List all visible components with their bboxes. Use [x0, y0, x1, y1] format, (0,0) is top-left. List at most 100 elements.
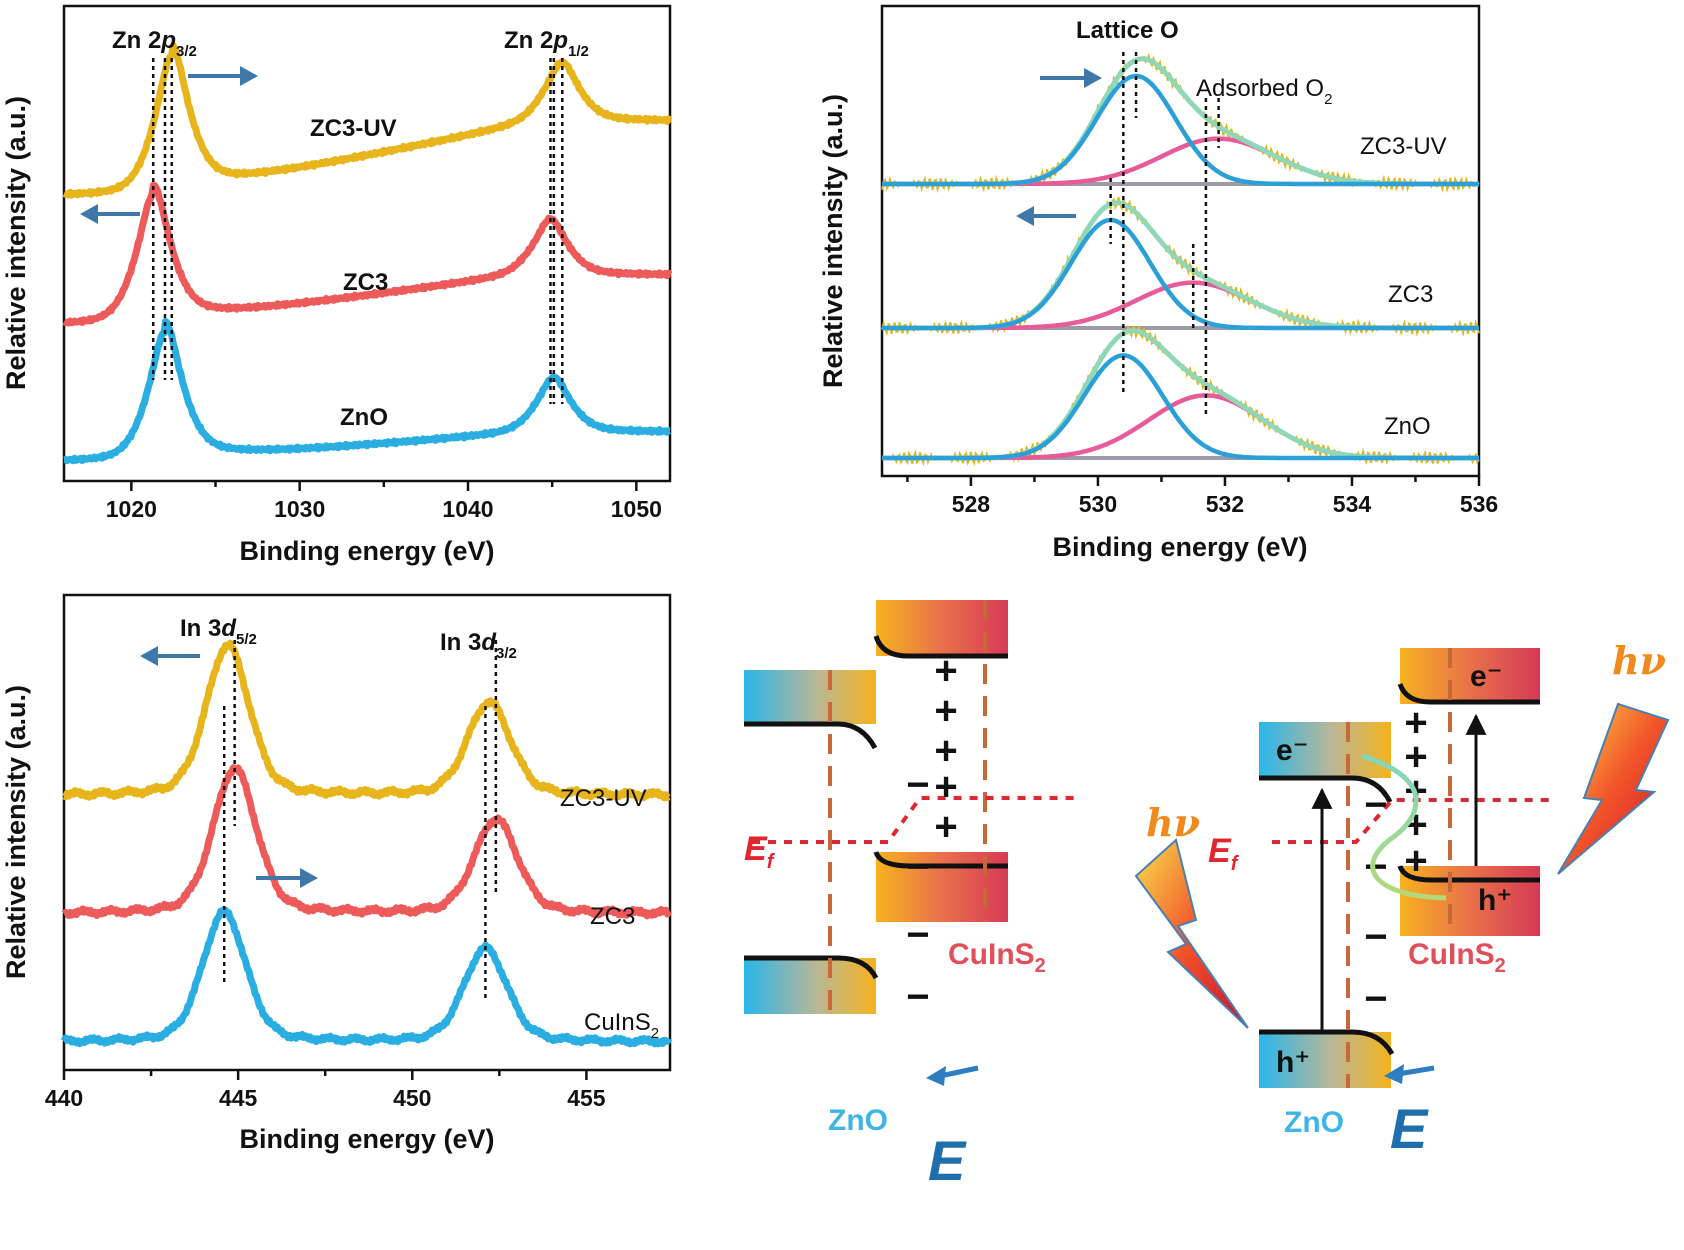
- zno-cb-block: [1259, 722, 1391, 778]
- charge-transfer-wave: [1361, 753, 1447, 901]
- in3d-ticks-group: 440 445 450 455: [45, 1070, 606, 1111]
- positive-charge: +: [934, 729, 957, 773]
- zn2p-series-group: [62, 41, 673, 465]
- negative-charge: −: [1364, 783, 1387, 827]
- x-tick-label: 440: [45, 1085, 83, 1111]
- negative-charge: −: [906, 913, 929, 957]
- zno-cb-bending: [1259, 775, 1393, 804]
- negative-charge: −: [1364, 915, 1387, 959]
- zno-label-dark: ZnO: [828, 1104, 888, 1137]
- negative-charge: −: [1364, 977, 1387, 1021]
- cis-cb-block: [876, 600, 1008, 656]
- series-line: [61, 764, 672, 920]
- series-line: [62, 41, 673, 199]
- zno-label-light: ZnO: [1284, 1106, 1344, 1139]
- o1s-x-axis-label: Binding energy (eV): [1052, 532, 1307, 562]
- x-tick-label: 536: [1460, 491, 1498, 517]
- in3d-shift-arrow-left: [140, 646, 200, 666]
- zn2p-plot-frame: [62, 4, 672, 483]
- zno-cb-bending: [744, 721, 878, 750]
- cis-label-dark: CuInS2: [948, 938, 1046, 977]
- zno-cb-block: [744, 670, 876, 724]
- electron-zno: e⁻: [1276, 734, 1309, 767]
- positive-charge: +: [1404, 701, 1427, 745]
- lattice-o-fit: [882, 73, 1479, 187]
- field-arrow-light-head: [1384, 1064, 1404, 1084]
- o1s-shift-arrow-right: [1040, 68, 1102, 88]
- hole-cis: h⁺: [1478, 884, 1512, 917]
- in3d-peak-label-d52: In 3d5/2: [180, 615, 257, 648]
- x-tick-label: 455: [567, 1085, 606, 1111]
- zn2p-peak-label-p12: Zn 2p1/2: [504, 27, 589, 60]
- field-arrow-dark: [939, 1065, 979, 1079]
- lattice-o-fit: [882, 217, 1479, 331]
- zn2p-label-zc3: ZC3: [343, 269, 388, 296]
- field-arrow-light: [1397, 1065, 1435, 1077]
- in3d-label-zc3: ZC3: [590, 903, 635, 930]
- in3d-plot-frame: [62, 593, 672, 1072]
- lightning-bolt-icon: [1134, 838, 1249, 1029]
- in3d-x-axis-label: Binding energy (eV): [239, 1124, 494, 1154]
- negative-charge: −: [906, 975, 929, 1019]
- fermi-level-line-dark: [752, 796, 1080, 844]
- cis-cb-bending: [873, 635, 1008, 659]
- o1s-peak-label-lattice: Lattice O: [1076, 17, 1179, 44]
- envelope-fit: [882, 200, 1479, 331]
- raw-data-line: [881, 324, 1480, 467]
- hole-zno: h⁺: [1276, 1046, 1310, 1079]
- series-line: [60, 906, 673, 1048]
- zno-vb-block: [744, 958, 876, 1014]
- x-tick-label: 1020: [106, 496, 157, 522]
- zn2p-shift-arrow-left: [80, 204, 140, 224]
- series-line: [62, 639, 671, 802]
- o1s-chart: 528 530 532 534 536 Lattice O Adsorbed O2 ZC…: [818, 4, 1498, 562]
- x-tick-label: 1040: [442, 496, 493, 522]
- negative-charge: −: [906, 763, 929, 807]
- fermi-label-light: Ef: [1208, 832, 1240, 875]
- o1s-ticks-group: 528 530 532 534 536: [906, 476, 1498, 517]
- in3d-label-cis: CuInS2: [584, 1009, 659, 1042]
- o1s-shift-arrow-left: [1016, 206, 1076, 226]
- zn2p-shift-arrow-right: [188, 66, 258, 86]
- o1s-label-zc3uv: ZC3-UV: [1360, 133, 1447, 160]
- in3d-y-axis-label: Relative intensity (a.u.): [1, 685, 31, 979]
- x-tick-label: 1050: [611, 496, 662, 522]
- o1s-series-group: [881, 52, 1480, 467]
- positive-charge: +: [934, 765, 957, 809]
- o1s-peak-label-adsorbed: Adsorbed O2: [1196, 75, 1332, 108]
- lattice-o-fit: [882, 353, 1479, 461]
- series-line: [62, 317, 672, 465]
- x-tick-label: 445: [219, 1085, 258, 1111]
- x-tick-label: 528: [952, 491, 991, 517]
- o1s-label-zno: ZnO: [1384, 413, 1431, 440]
- x-tick-label: 530: [1079, 491, 1117, 517]
- zno-vb-bending: [744, 955, 879, 980]
- junction-light: Ef + + + + + − − − − e⁻ e⁻ h⁺ h⁺ ZnO CuI…: [1134, 638, 1670, 1160]
- x-tick-label: 1030: [274, 496, 325, 522]
- field-arrow-dark-head: [926, 1066, 946, 1086]
- zn2p-y-axis-label: Relative intensity (a.u.): [1, 96, 31, 390]
- positive-charge: +: [1404, 839, 1427, 883]
- electron-cis: e⁻: [1470, 660, 1503, 693]
- zn2p-chart: 1020 1030 1040 1050 Zn 2p3/2 Zn 2p1/2 ZC3-U…: [1, 4, 673, 566]
- cis-cb-block: [1400, 648, 1540, 704]
- positive-charge: +: [1404, 803, 1427, 847]
- lightning-bolt-icon: [1557, 702, 1670, 875]
- in3d-chart: 440 445 450 455 In 3d5/2 In 3d3/2 ZC3-UV ZC…: [1, 593, 673, 1154]
- positive-charge: +: [934, 805, 957, 849]
- in3d-peak-label-d32: In 3d3/2: [440, 629, 517, 662]
- junction-dark: Ef + + + + + − − − − ZnO CuInS2 E: [744, 600, 1080, 1192]
- zno-vb-bending: [1259, 1029, 1395, 1056]
- o1s-y-axis-label: Relative intensity (a.u.): [818, 94, 848, 388]
- positive-charge: +: [934, 689, 957, 733]
- negative-charge: −: [1364, 845, 1387, 889]
- cis-label-light: CuInS2: [1408, 938, 1506, 977]
- o1s-plot-frame: [880, 4, 1481, 478]
- zno-vb-block: [1259, 1032, 1391, 1088]
- zn2p-label-zc3uv: ZC3-UV: [310, 115, 397, 142]
- field-label-dark: E: [928, 1129, 967, 1192]
- cis-vb-bending: [873, 851, 1008, 869]
- zn2p-label-zno: ZnO: [340, 404, 388, 431]
- zn2p-peak-label-p32: Zn 2p3/2: [112, 27, 197, 60]
